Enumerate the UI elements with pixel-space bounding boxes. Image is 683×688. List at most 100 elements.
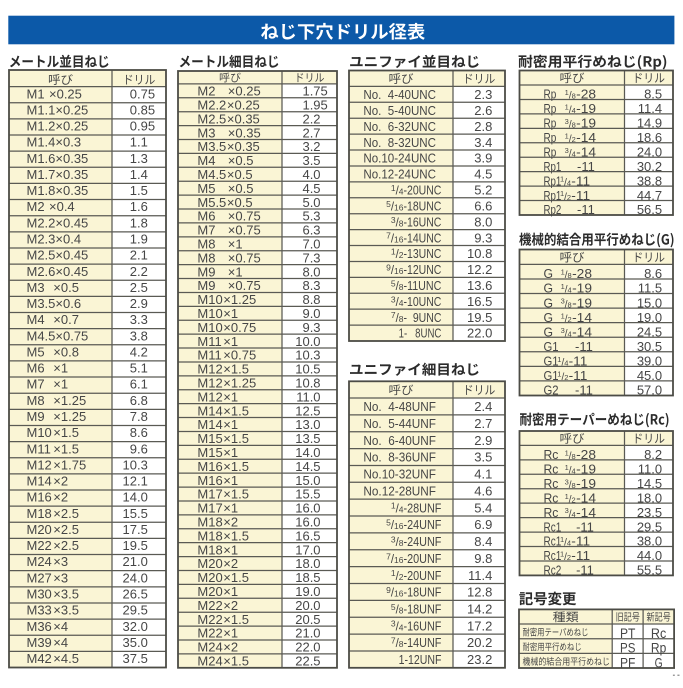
svg-text:.4: .4 — [482, 399, 493, 414]
svg-text:M2.6: M2.6 — [27, 264, 56, 279]
svg-text:M5.5: M5.5 — [197, 195, 226, 210]
svg-text:Rc: Rc — [544, 447, 559, 462]
svg-text:1/4: 1/4 — [391, 183, 404, 198]
svg-text:.4: .4 — [482, 534, 493, 549]
svg-text:1/4: 1/4 — [560, 175, 571, 189]
svg-text:-14: -14 — [572, 310, 592, 325]
svg-text:9: 9 — [474, 230, 481, 245]
svg-text:.0: .0 — [137, 619, 148, 634]
svg-text:No.12-24UNC: No.12-24UNC — [363, 167, 436, 182]
svg-text:.5: .5 — [310, 528, 321, 543]
svg-text:×0.4: ×0.4 — [49, 199, 75, 214]
svg-text:PT: PT — [620, 625, 636, 641]
svg-text:2: 2 — [474, 87, 481, 102]
svg-text:.5: .5 — [137, 538, 148, 553]
svg-text:M12: M12 — [197, 389, 222, 404]
svg-text:-24UNF: -24UNF — [404, 534, 442, 549]
svg-text:G1: G1 — [544, 354, 559, 369]
svg-text:M12: M12 — [27, 457, 52, 472]
svg-text:.1: .1 — [137, 474, 148, 489]
svg-text:×0.35: ×0.35 — [55, 151, 88, 166]
svg-text:No. 6-32UNC: No. 6-32UNC — [363, 119, 436, 134]
svg-text:M2.5: M2.5 — [27, 248, 56, 263]
svg-text:M2.3: M2.3 — [27, 232, 56, 247]
svg-text:19: 19 — [467, 310, 481, 325]
svg-text:×1: ×1 — [223, 626, 238, 641]
svg-text:3: 3 — [302, 153, 309, 168]
svg-text:7: 7 — [302, 237, 309, 252]
svg-text:3: 3 — [130, 328, 137, 343]
svg-text:×0.5: ×0.5 — [228, 181, 254, 196]
svg-text:19: 19 — [295, 584, 309, 599]
svg-text:M18: M18 — [197, 515, 222, 530]
svg-text:3/4: 3/4 — [565, 146, 576, 160]
svg-text:×1.5: ×1.5 — [223, 487, 249, 502]
svg-text:.2: .2 — [137, 264, 148, 279]
svg-text:M6: M6 — [197, 209, 215, 224]
svg-text:.0: .0 — [137, 554, 148, 569]
svg-text:×2: ×2 — [53, 490, 68, 505]
svg-text:.2: .2 — [482, 183, 493, 198]
svg-text:.0: .0 — [310, 515, 321, 530]
svg-text:M18: M18 — [197, 528, 222, 543]
svg-text:×0.75: ×0.75 — [228, 250, 261, 265]
svg-text:.5: .5 — [137, 603, 148, 618]
svg-text:M10: M10 — [27, 425, 52, 440]
svg-text:×1.5: ×1.5 — [53, 425, 79, 440]
svg-text:Rp1: Rp1 — [544, 188, 562, 203]
svg-text:.4: .4 — [482, 500, 493, 515]
svg-text:-28: -28 — [576, 87, 596, 102]
svg-text:12: 12 — [295, 403, 309, 418]
svg-text:PS: PS — [620, 640, 635, 656]
svg-text:×0.5: ×0.5 — [228, 153, 254, 168]
svg-text:-11: -11 — [576, 563, 594, 578]
svg-text:.0: .0 — [310, 389, 321, 404]
svg-text:-19: -19 — [572, 295, 592, 310]
svg-text:2: 2 — [302, 111, 309, 126]
svg-text:M27: M27 — [27, 570, 52, 585]
svg-text:2: 2 — [474, 399, 481, 414]
svg-text:-19: -19 — [576, 116, 596, 131]
svg-text:2: 2 — [474, 433, 481, 448]
svg-text:-28: -28 — [576, 447, 596, 462]
svg-text:15: 15 — [295, 487, 309, 502]
svg-text:M1.2: M1.2 — [27, 119, 56, 134]
svg-text:5: 5 — [302, 209, 309, 224]
svg-text:Rp: Rp — [544, 101, 557, 116]
svg-text:.0: .0 — [310, 417, 321, 432]
svg-text:24: 24 — [637, 324, 651, 339]
svg-text:-14: -14 — [576, 490, 596, 505]
svg-text:1/4: 1/4 — [565, 463, 576, 477]
svg-text:44: 44 — [637, 548, 651, 563]
svg-text:×0.4: ×0.4 — [55, 232, 81, 247]
svg-text:.9: .9 — [651, 116, 662, 131]
svg-text:-14: -14 — [576, 505, 596, 520]
svg-text:M22: M22 — [197, 612, 222, 627]
svg-text:.0: .0 — [310, 640, 321, 655]
svg-text:No.10-32UNF: No.10-32UNF — [363, 467, 436, 482]
svg-text:No. 8-36UNF: No. 8-36UNF — [363, 450, 436, 465]
svg-text:M20: M20 — [197, 570, 222, 585]
svg-text:M16: M16 — [197, 459, 222, 474]
svg-text:8: 8 — [644, 87, 651, 102]
svg-text:1/2: 1/2 — [560, 189, 571, 203]
svg-text:No.12-28UNF: No.12-28UNF — [363, 483, 436, 498]
svg-text:.5: .5 — [651, 324, 662, 339]
svg-text:18: 18 — [637, 490, 651, 505]
svg-text:.0: .0 — [310, 334, 321, 349]
svg-text:×1: ×1 — [228, 237, 243, 252]
svg-text:1: 1 — [130, 135, 137, 150]
svg-text:4: 4 — [474, 167, 481, 182]
svg-text:.5: .5 — [310, 487, 321, 502]
svg-text:-20UNF: -20UNF — [404, 568, 442, 583]
svg-text:No.10-24UNC: No.10-24UNC — [363, 151, 436, 166]
svg-text:.4: .4 — [482, 135, 493, 150]
svg-text:M3.5: M3.5 — [197, 139, 226, 154]
svg-text:1/4: 1/4 — [561, 282, 572, 296]
svg-text:×1.5: ×1.5 — [223, 654, 249, 669]
svg-text:10: 10 — [295, 334, 309, 349]
svg-text:PF: PF — [620, 654, 635, 670]
svg-text:M24: M24 — [27, 554, 52, 569]
svg-text:.6: .6 — [482, 483, 493, 498]
svg-text:9: 9 — [302, 306, 309, 321]
